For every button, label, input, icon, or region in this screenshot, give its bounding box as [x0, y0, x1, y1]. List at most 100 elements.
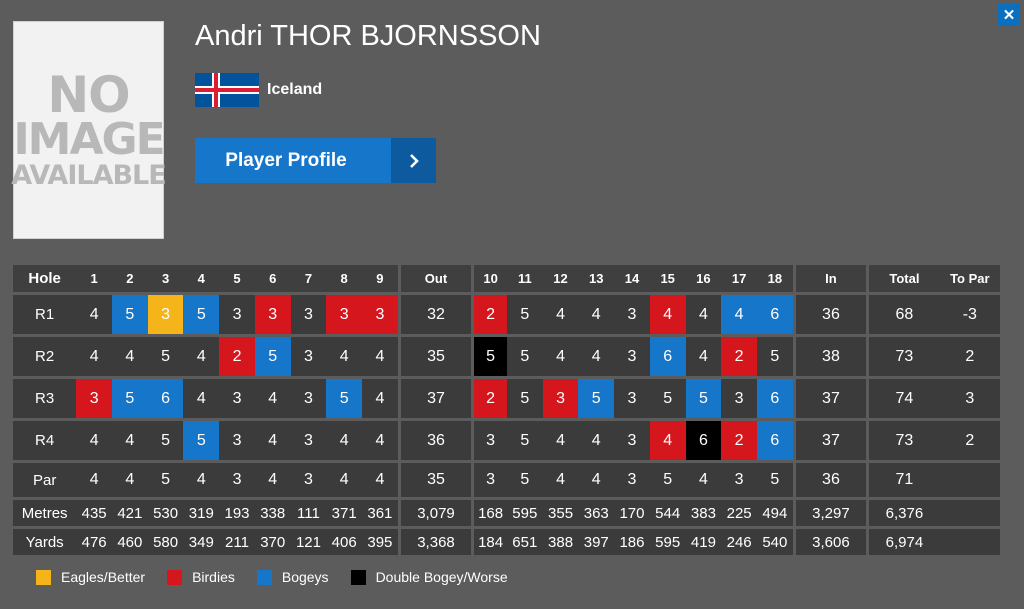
score-cell: 5	[147, 337, 184, 376]
legend-label: Eagles/Better	[61, 569, 146, 585]
legend-item-eagle: Eagles/Better	[36, 569, 145, 585]
header-cell: To Par	[939, 265, 1000, 292]
score-cell: 3	[542, 379, 579, 418]
score-cell: 4	[578, 463, 615, 497]
header-cell: 14	[614, 265, 650, 292]
score-cell: 544	[649, 500, 686, 526]
header-cell: 11	[506, 265, 543, 292]
header-cell: 6	[254, 265, 291, 292]
in-total-cell: 36	[792, 463, 867, 497]
row-label: R3	[13, 379, 77, 418]
score-cell: 460	[112, 529, 148, 555]
score-cell: 5	[506, 337, 543, 376]
score-cell: 4	[326, 337, 363, 376]
legend-item-birdie: Birdies	[167, 569, 235, 585]
score-cell: 2	[471, 295, 507, 334]
score-cell: 3	[290, 463, 327, 497]
close-button[interactable]: ✕	[998, 4, 1020, 26]
score-cell: 6	[147, 379, 184, 418]
photo-text-line3: AVAILABLE	[11, 159, 166, 191]
score-cell: 363	[578, 500, 615, 526]
score-cell: 3	[614, 421, 650, 460]
total-cell: 73	[866, 421, 940, 460]
header-cell: 3	[147, 265, 184, 292]
score-cell: 2	[721, 337, 757, 376]
player-profile-label: Player Profile	[225, 149, 347, 171]
score-legend: Eagles/Better Birdies Bogeys Double Bogey/W…	[36, 569, 530, 585]
score-cell: 5	[506, 295, 543, 334]
score-cell: 540	[756, 529, 793, 555]
to-par-cell: 2	[939, 337, 1000, 376]
score-cell: 4	[542, 463, 579, 497]
score-cell: 193	[219, 500, 255, 526]
legend-swatch	[167, 569, 183, 585]
score-cell: 2	[471, 379, 507, 418]
header-cell: 5	[219, 265, 255, 292]
legend-item-double: Double Bogey/Worse	[350, 569, 508, 585]
score-cell: 371	[326, 500, 363, 526]
header-cell: 18	[756, 265, 793, 292]
row-label: Metres	[13, 500, 77, 526]
score-cell: 338	[254, 500, 291, 526]
score-cell: 4	[578, 421, 615, 460]
score-cell: 580	[147, 529, 184, 555]
header-cell: 16	[685, 265, 722, 292]
out-total-cell: 37	[397, 379, 472, 418]
score-cell: 5	[147, 463, 184, 497]
score-cell: 3	[614, 379, 650, 418]
score-cell: 5	[326, 379, 363, 418]
score-cell: 3	[76, 379, 112, 418]
score-cell: 3	[614, 337, 650, 376]
score-cell: 3	[290, 379, 327, 418]
score-cell: 4	[254, 463, 291, 497]
score-cell: 6	[756, 421, 793, 460]
score-cell: 3	[219, 463, 255, 497]
score-cell: 595	[649, 529, 686, 555]
score-cell: 3	[614, 295, 650, 334]
score-cell: 5	[649, 463, 686, 497]
in-total-cell: 37	[792, 421, 867, 460]
score-cell: 370	[254, 529, 291, 555]
par-row: Par 4 4 5 4 3 4 3 4 4 35 3 5 4 4 3 5 4 3 5 36 71	[13, 463, 1000, 497]
score-cell: 3	[219, 421, 255, 460]
row-label: Par	[13, 463, 77, 497]
score-cell: 419	[685, 529, 722, 555]
out-total-cell: 32	[397, 295, 472, 334]
player-country: Iceland	[267, 81, 323, 98]
score-cell: 4	[578, 337, 615, 376]
score-cell: 4	[326, 421, 363, 460]
score-cell: 5	[112, 295, 148, 334]
player-photo-placeholder: NO IMAGE AVAILABLE	[11, 21, 167, 239]
yards-row: Yards 476 460 580 349 211 370 121 406 395 3,368 184…	[13, 529, 1000, 555]
score-cell: 3	[254, 295, 291, 334]
metres-row: Metres 435 421 530 319 193 338 111 371 361 3,079 16…	[13, 500, 1000, 526]
score-cell: 530	[147, 500, 184, 526]
score-cell: 3	[219, 295, 255, 334]
score-cell: 5	[183, 295, 220, 334]
score-cell: 3	[721, 463, 757, 497]
row-label: R2	[13, 337, 77, 376]
header-cell: 9	[362, 265, 398, 292]
to-par-cell	[939, 529, 1000, 555]
out-total-cell: 3,368	[397, 529, 472, 555]
score-cell: 5	[112, 379, 148, 418]
player-profile-button[interactable]: Player Profile	[195, 138, 436, 183]
score-cell: 595	[506, 500, 543, 526]
score-cell: 211	[219, 529, 255, 555]
header-cell: Hole	[13, 265, 77, 292]
in-total-cell: 3,606	[792, 529, 867, 555]
score-cell: 6	[756, 379, 793, 418]
score-cell: 319	[183, 500, 220, 526]
score-cell: 4	[183, 337, 220, 376]
score-cell: 4	[362, 421, 398, 460]
score-cell: 3	[721, 379, 757, 418]
score-cell: 184	[471, 529, 507, 555]
score-cell: 4	[362, 379, 398, 418]
score-cell: 361	[362, 500, 398, 526]
score-cell: 5	[756, 463, 793, 497]
score-cell: 3	[290, 337, 327, 376]
in-total-cell: 38	[792, 337, 867, 376]
total-cell: 68	[866, 295, 940, 334]
score-cell: 168	[471, 500, 507, 526]
to-par-cell	[939, 463, 1000, 497]
